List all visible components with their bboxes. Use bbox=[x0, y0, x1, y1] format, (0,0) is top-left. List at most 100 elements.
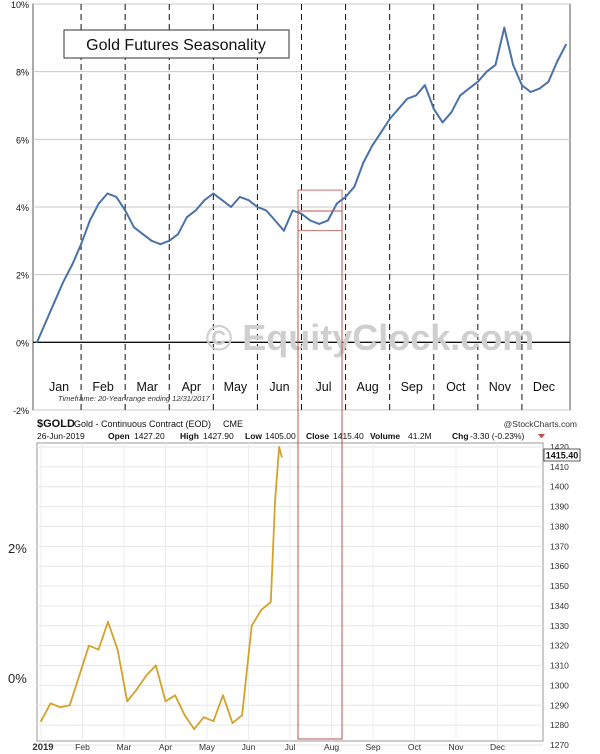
seasonality-point bbox=[203, 199, 206, 202]
price-point bbox=[202, 716, 205, 719]
price-point bbox=[164, 700, 167, 703]
price-tick-label: 1380 bbox=[550, 521, 569, 531]
seasonality-point bbox=[124, 209, 127, 212]
seasonality-point bbox=[177, 233, 180, 236]
y-tick-label: -2% bbox=[13, 406, 29, 416]
y-tick-label: 6% bbox=[16, 135, 29, 145]
low-label: Low bbox=[245, 431, 262, 441]
seasonality-point bbox=[133, 226, 135, 229]
price-tick-label: 1400 bbox=[550, 482, 569, 492]
seasonality-point bbox=[565, 43, 567, 46]
price-point bbox=[250, 624, 253, 627]
price-tick-label: 1330 bbox=[550, 621, 569, 631]
month-label: Nov bbox=[489, 380, 512, 394]
price-tick-label: 1410 bbox=[550, 462, 569, 472]
last-price-tag: 1415.40 bbox=[543, 448, 581, 462]
seasonality-point bbox=[53, 300, 56, 303]
month-label: Apr bbox=[182, 380, 201, 394]
price-point bbox=[183, 714, 186, 717]
x-tick-label: Dec bbox=[490, 742, 506, 752]
seasonality-point bbox=[521, 84, 523, 87]
seasonality-point bbox=[168, 239, 171, 242]
seasonality-point bbox=[115, 196, 118, 198]
price-point bbox=[155, 664, 157, 667]
month-label: Aug bbox=[357, 380, 379, 394]
title-box bbox=[63, 29, 290, 59]
price-line bbox=[40, 446, 283, 730]
seasonality-point bbox=[309, 219, 312, 222]
price-y-axis: 1420 1410 1400 1390 1380 1370 1360 1350 1340 1330… bbox=[550, 442, 569, 750]
seasonality-point bbox=[538, 87, 541, 90]
seasonality-point bbox=[212, 192, 215, 195]
x-tick-label: Sep bbox=[365, 742, 380, 752]
seasonality-point bbox=[89, 219, 91, 222]
last-price-value: 1415.40 bbox=[546, 451, 579, 461]
seasonality-point bbox=[485, 70, 488, 73]
price-point bbox=[212, 720, 215, 723]
brand: @StockCharts.com bbox=[504, 419, 577, 429]
price-point bbox=[280, 456, 283, 458]
price-point bbox=[269, 601, 272, 603]
price-chart: $GOLD Gold - Continuous Contract (EOD) C… bbox=[8, 418, 581, 753]
price-point bbox=[231, 722, 234, 724]
price-point bbox=[78, 674, 81, 677]
price-point bbox=[222, 694, 224, 697]
seasonality-point bbox=[159, 243, 162, 246]
close-label: Close bbox=[306, 431, 329, 441]
price-point bbox=[40, 720, 42, 723]
x-tick-label: Jun bbox=[242, 742, 256, 752]
month-label: Oct bbox=[446, 380, 466, 394]
price-point bbox=[145, 674, 148, 677]
month-label: Sep bbox=[401, 380, 423, 394]
seasonality-point bbox=[476, 80, 479, 83]
price-point bbox=[97, 648, 100, 651]
month-label: Jun bbox=[269, 380, 289, 394]
last-price-box bbox=[543, 448, 581, 462]
seasonality-point bbox=[503, 26, 506, 29]
seasonality-point bbox=[247, 199, 250, 202]
watermark: © EquityClock.com bbox=[206, 317, 535, 358]
seasonality-point bbox=[106, 192, 109, 195]
volume-value: 41.2M bbox=[408, 431, 432, 441]
seasonal-percent-label: 2% bbox=[8, 541, 27, 556]
seasonality-point bbox=[388, 118, 391, 120]
price-tick-label: 1350 bbox=[550, 581, 569, 591]
x-tick-label: Mar bbox=[117, 742, 132, 752]
price-point bbox=[107, 620, 109, 623]
seasonality-point bbox=[71, 263, 74, 266]
month-label: Jan bbox=[49, 380, 69, 394]
seasonality-point bbox=[318, 223, 320, 225]
month-label: Feb bbox=[92, 380, 114, 394]
highlight-bar-july bbox=[297, 189, 343, 232]
price-point bbox=[274, 501, 276, 504]
seasonality-point bbox=[529, 91, 532, 93]
price-point bbox=[193, 728, 196, 730]
price-tick-label: 1370 bbox=[550, 541, 569, 551]
price-header: $GOLD Gold - Continuous Contract (EOD) C… bbox=[37, 418, 577, 441]
seasonality-point bbox=[265, 209, 268, 212]
seasonality-chart: 10% 8% 6% 4% 2% 0% -2% © EquityClock.com Jan Fe… bbox=[11, 0, 571, 416]
x-tick-label: May bbox=[199, 742, 216, 752]
price-tick-label: 1270 bbox=[550, 740, 569, 750]
open-label: Open bbox=[108, 431, 130, 441]
seasonality-point bbox=[441, 121, 444, 124]
price-tick-label: 1420 bbox=[550, 442, 569, 452]
seasonality-y-axis: 10% 8% 6% 4% 2% 0% -2% bbox=[11, 0, 29, 416]
seasonality-month-labels: Jan Feb Mar Apr May Jun Jul Aug Sep Oct Nov Dec bbox=[49, 380, 555, 394]
y-tick-label: 10% bbox=[11, 0, 29, 10]
seasonal-percent-label: 0% bbox=[8, 671, 27, 686]
seasonality-point bbox=[283, 229, 285, 232]
seasonality-point bbox=[80, 243, 82, 246]
seasonality-point bbox=[406, 97, 409, 100]
x-tick-label: Nov bbox=[448, 742, 464, 752]
open-value: 1427.20 bbox=[134, 431, 165, 441]
seasonality-point bbox=[141, 233, 144, 236]
seasonality-point bbox=[380, 131, 382, 134]
seasonality-point bbox=[415, 94, 417, 97]
seasonality-point bbox=[230, 206, 232, 208]
chg-value: -3.30 (-0.23%) bbox=[470, 431, 524, 441]
chart-title: Gold Futures Seasonality bbox=[86, 37, 266, 54]
volume-label: Volume bbox=[370, 431, 400, 441]
seasonality-point bbox=[97, 202, 100, 205]
